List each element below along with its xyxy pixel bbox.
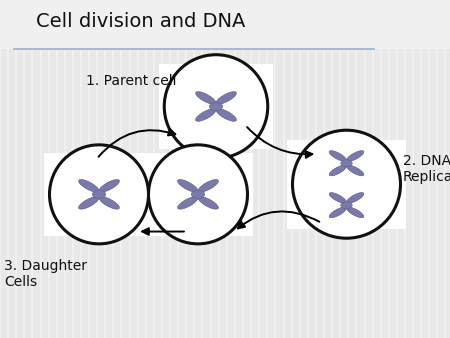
Ellipse shape [346,165,364,176]
FancyBboxPatch shape [159,64,273,149]
Text: 1. Parent cell: 1. Parent cell [86,74,176,88]
Ellipse shape [99,179,119,192]
Ellipse shape [148,145,248,244]
Text: 3. Daughter
Cells: 3. Daughter Cells [4,259,87,289]
Ellipse shape [196,109,216,121]
Ellipse shape [92,190,106,198]
FancyBboxPatch shape [143,153,253,236]
Ellipse shape [178,197,198,209]
Ellipse shape [198,179,218,192]
Ellipse shape [216,109,236,121]
Ellipse shape [329,193,346,203]
Ellipse shape [191,190,205,198]
Ellipse shape [79,179,99,192]
Ellipse shape [164,55,268,158]
Ellipse shape [341,160,352,167]
FancyBboxPatch shape [287,140,406,229]
FancyBboxPatch shape [0,0,450,49]
Ellipse shape [329,165,346,176]
Ellipse shape [79,197,99,209]
Text: 2. DNA
Replication: 2. DNA Replication [403,154,450,184]
Ellipse shape [209,102,223,111]
Ellipse shape [292,130,400,238]
Ellipse shape [329,207,346,218]
Ellipse shape [198,197,218,209]
Ellipse shape [178,179,198,192]
Ellipse shape [346,151,364,161]
Ellipse shape [196,92,216,104]
Ellipse shape [346,193,364,203]
Ellipse shape [99,197,119,209]
Ellipse shape [50,145,148,244]
Text: Cell division and DNA: Cell division and DNA [36,13,245,31]
Ellipse shape [341,202,352,209]
Ellipse shape [329,151,346,161]
Ellipse shape [216,92,236,104]
FancyBboxPatch shape [44,153,154,236]
Ellipse shape [346,207,364,218]
